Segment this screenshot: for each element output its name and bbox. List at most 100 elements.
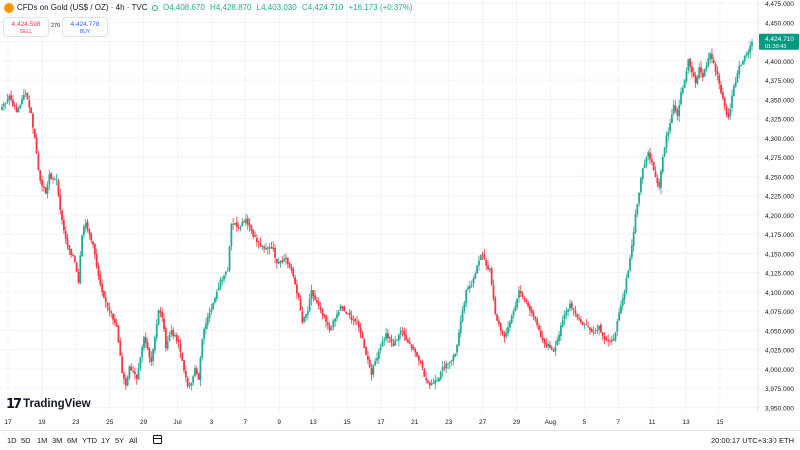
candle-body (516, 298, 519, 308)
candle-body (194, 367, 196, 376)
candle-body (361, 333, 364, 339)
candle-body (228, 246, 231, 271)
candle-body (734, 82, 737, 88)
candle-body (10, 95, 13, 100)
candle-body (518, 290, 520, 298)
candle-body (492, 285, 495, 299)
candle-body (354, 319, 357, 322)
current-price-label-bg (759, 33, 799, 50)
candle-body (283, 258, 286, 261)
x-tick-label: Aug (545, 419, 557, 426)
timeframe-5d[interactable]: 5D (21, 436, 31, 445)
candle-body (275, 258, 278, 264)
symbol-title[interactable]: CFDs on Gold (US$ / OZ) · 4h · TVC (17, 3, 148, 12)
candle-body (83, 226, 85, 236)
candle-body (113, 318, 116, 323)
candle-body (232, 223, 235, 225)
candle-body (346, 313, 349, 315)
candle-body (50, 173, 53, 179)
y-tick-label: 4,475.000 (765, 1, 794, 8)
candle-body (478, 260, 480, 266)
candle-body (1, 107, 3, 111)
candle-body (736, 72, 739, 83)
candle-body (496, 314, 499, 321)
y-tick-label: 4,000.000 (765, 367, 794, 374)
candle-body (139, 357, 142, 368)
candle-body (421, 362, 424, 368)
candle-body (620, 305, 622, 314)
gold-symbol-icon[interactable] (4, 3, 14, 13)
candle-body (248, 223, 251, 227)
timeframe-6m[interactable]: 6M (67, 436, 78, 445)
candle-body (732, 86, 735, 97)
candle-body (463, 302, 466, 311)
candle-body (501, 331, 504, 334)
candle-body (725, 106, 728, 115)
candle-body (570, 302, 573, 309)
candle-body (618, 312, 621, 321)
candle-body (37, 153, 40, 171)
candle-body (215, 291, 218, 299)
candle-body (8, 95, 11, 101)
calendar-icon[interactable] (153, 435, 162, 444)
candle-body (183, 360, 185, 371)
candle-body (332, 320, 335, 328)
candle-body (525, 299, 528, 302)
candle-body (490, 268, 493, 285)
candle-body (188, 385, 191, 387)
candle-body (412, 347, 415, 351)
candle-body (508, 322, 511, 328)
candle-body (549, 344, 551, 348)
candle-body (157, 310, 160, 325)
price-chart[interactable]: 4,475.0004,450.0004,425.0004,400.0004,37… (0, 0, 800, 430)
clock-time[interactable]: 20:00:17 UTC+3:30 (711, 436, 777, 445)
candle-body (514, 306, 517, 311)
tradingview-logo[interactable]: 17 TradingView (6, 397, 91, 412)
candle-body (119, 341, 122, 356)
high-value: H4,428.870 (210, 3, 252, 12)
timeframe-all[interactable]: All (129, 436, 138, 445)
candle-body (747, 51, 750, 55)
candle-body (168, 335, 171, 341)
sell-button[interactable]: 4,424.598 SELL (3, 17, 49, 37)
candle-body (255, 237, 258, 243)
candle-body (636, 203, 639, 215)
timeframe-1d[interactable]: 1D (7, 436, 17, 445)
candle-body (208, 313, 211, 319)
x-tick-label: 13 (682, 419, 690, 426)
timeframe-3m[interactable]: 3M (52, 436, 63, 445)
candle-body (190, 382, 193, 386)
candle-body (578, 318, 580, 320)
timeframe-1m[interactable]: 1M (37, 436, 48, 445)
buy-button[interactable]: 4,424.778 BUY (62, 17, 108, 37)
candle-body (654, 171, 657, 178)
candle-body (494, 298, 497, 315)
candle-body (286, 257, 289, 264)
candle-body (155, 324, 158, 338)
candle-body (97, 266, 100, 276)
candle-body (154, 337, 156, 351)
timeframe-ytd[interactable]: YTD (82, 436, 97, 445)
current-price-value: 4,424.710 (765, 36, 794, 43)
candle-body (532, 312, 535, 317)
candle-body (212, 303, 215, 310)
timeframe-1y[interactable]: 1Y (101, 436, 111, 445)
y-tick-label: 4,050.000 (765, 328, 794, 335)
candle-body (217, 288, 220, 291)
timeframe-5y[interactable]: 5Y (115, 436, 125, 445)
market-status-icon[interactable] (152, 5, 158, 11)
candle-body (396, 339, 398, 341)
y-tick-label: 3,975.000 (765, 386, 794, 393)
session-toggle[interactable]: ETH (779, 436, 794, 445)
candle-body (694, 75, 697, 84)
candle-body (574, 310, 577, 314)
candle-body (385, 333, 388, 340)
candle-body (159, 310, 162, 313)
candle-body (59, 194, 62, 210)
candle-body (563, 314, 566, 320)
candle-body (738, 65, 741, 74)
candle-body (572, 308, 575, 310)
candle-body (454, 353, 457, 356)
price-axis: 4,475.0004,450.0004,425.0004,400.0004,37… (757, 0, 794, 412)
candle-body (585, 324, 588, 326)
